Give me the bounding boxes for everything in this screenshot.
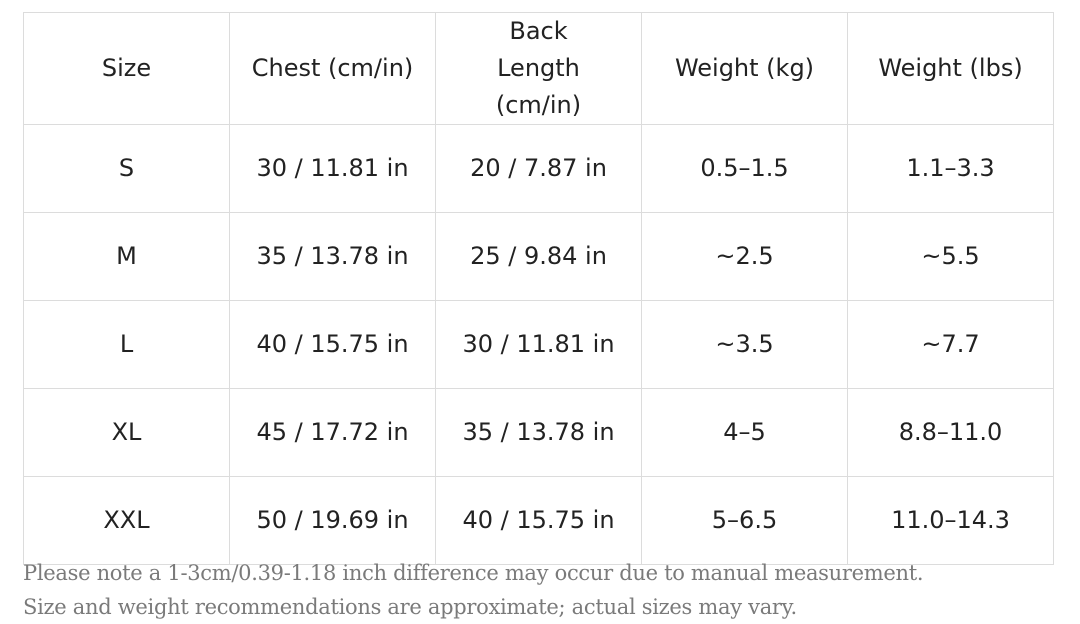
table-cell: 5–6.5 bbox=[641, 476, 848, 565]
header-cell: Weight (lbs) bbox=[847, 12, 1054, 125]
table-cell: 1.1–3.3 bbox=[847, 124, 1054, 213]
table-cell: ~3.5 bbox=[641, 300, 848, 389]
table-row: S 30 / 11.81 in 20 / 7.87 in 0.5–1.5 1.1–3.3 bbox=[23, 124, 1054, 213]
table-cell: 40 / 15.75 in bbox=[229, 300, 436, 389]
header-row: Size Chest (cm/in) Back Length (cm/in) Weig… bbox=[23, 12, 1054, 125]
table-cell: 45 / 17.72 in bbox=[229, 388, 436, 477]
table-cell: S bbox=[23, 124, 230, 213]
table-cell: 8.8–11.0 bbox=[847, 388, 1054, 477]
table-cell: ~7.7 bbox=[847, 300, 1054, 389]
table-cell: 25 / 9.84 in bbox=[435, 212, 642, 301]
table-cell: ~5.5 bbox=[847, 212, 1054, 301]
table-row: XL 45 / 17.72 in 35 / 13.78 in 4–5 8.8–11.0 bbox=[23, 388, 1054, 477]
note-line: Size and weight recommendations are appr… bbox=[23, 595, 797, 619]
notes: Please note a 1-3cm/0.39-1.18 inch diffe… bbox=[23, 556, 924, 624]
header-cell: Back Length (cm/in) bbox=[435, 12, 642, 125]
table-cell: 0.5–1.5 bbox=[641, 124, 848, 213]
table-cell: M bbox=[23, 212, 230, 301]
table-cell: 30 / 11.81 in bbox=[435, 300, 642, 389]
table-cell: 35 / 13.78 in bbox=[229, 212, 436, 301]
note-line: Please note a 1-3cm/0.39-1.18 inch diffe… bbox=[23, 561, 924, 585]
table-row: M 35 / 13.78 in 25 / 9.84 in ~2.5 ~5.5 bbox=[23, 212, 1054, 301]
table-cell: 50 / 19.69 in bbox=[229, 476, 436, 565]
table-row: L 40 / 15.75 in 30 / 11.81 in ~3.5 ~7.7 bbox=[23, 300, 1054, 389]
table-body: S 30 / 11.81 in 20 / 7.87 in 0.5–1.5 1.1–3.3… bbox=[23, 124, 1054, 565]
table-cell: L bbox=[23, 300, 230, 389]
header-cell: Size bbox=[23, 12, 230, 125]
table-cell: 35 / 13.78 in bbox=[435, 388, 642, 477]
size-table: Size Chest (cm/in) Back Length (cm/in) Weig… bbox=[23, 12, 1054, 565]
table-cell: 30 / 11.81 in bbox=[229, 124, 436, 213]
table-header: Size Chest (cm/in) Back Length (cm/in) Weig… bbox=[23, 12, 1054, 125]
table-row: XXL 50 / 19.69 in 40 / 15.75 in 5–6.5 11.0–1… bbox=[23, 476, 1054, 565]
table-cell: 4–5 bbox=[641, 388, 848, 477]
table-cell: ~2.5 bbox=[641, 212, 848, 301]
table-cell: XXL bbox=[23, 476, 230, 565]
header-cell: Chest (cm/in) bbox=[229, 12, 436, 125]
table-cell: 40 / 15.75 in bbox=[435, 476, 642, 565]
table-cell: 20 / 7.87 in bbox=[435, 124, 642, 213]
table-cell: 11.0–14.3 bbox=[847, 476, 1054, 565]
table-cell: XL bbox=[23, 388, 230, 477]
header-cell: Weight (kg) bbox=[641, 12, 848, 125]
